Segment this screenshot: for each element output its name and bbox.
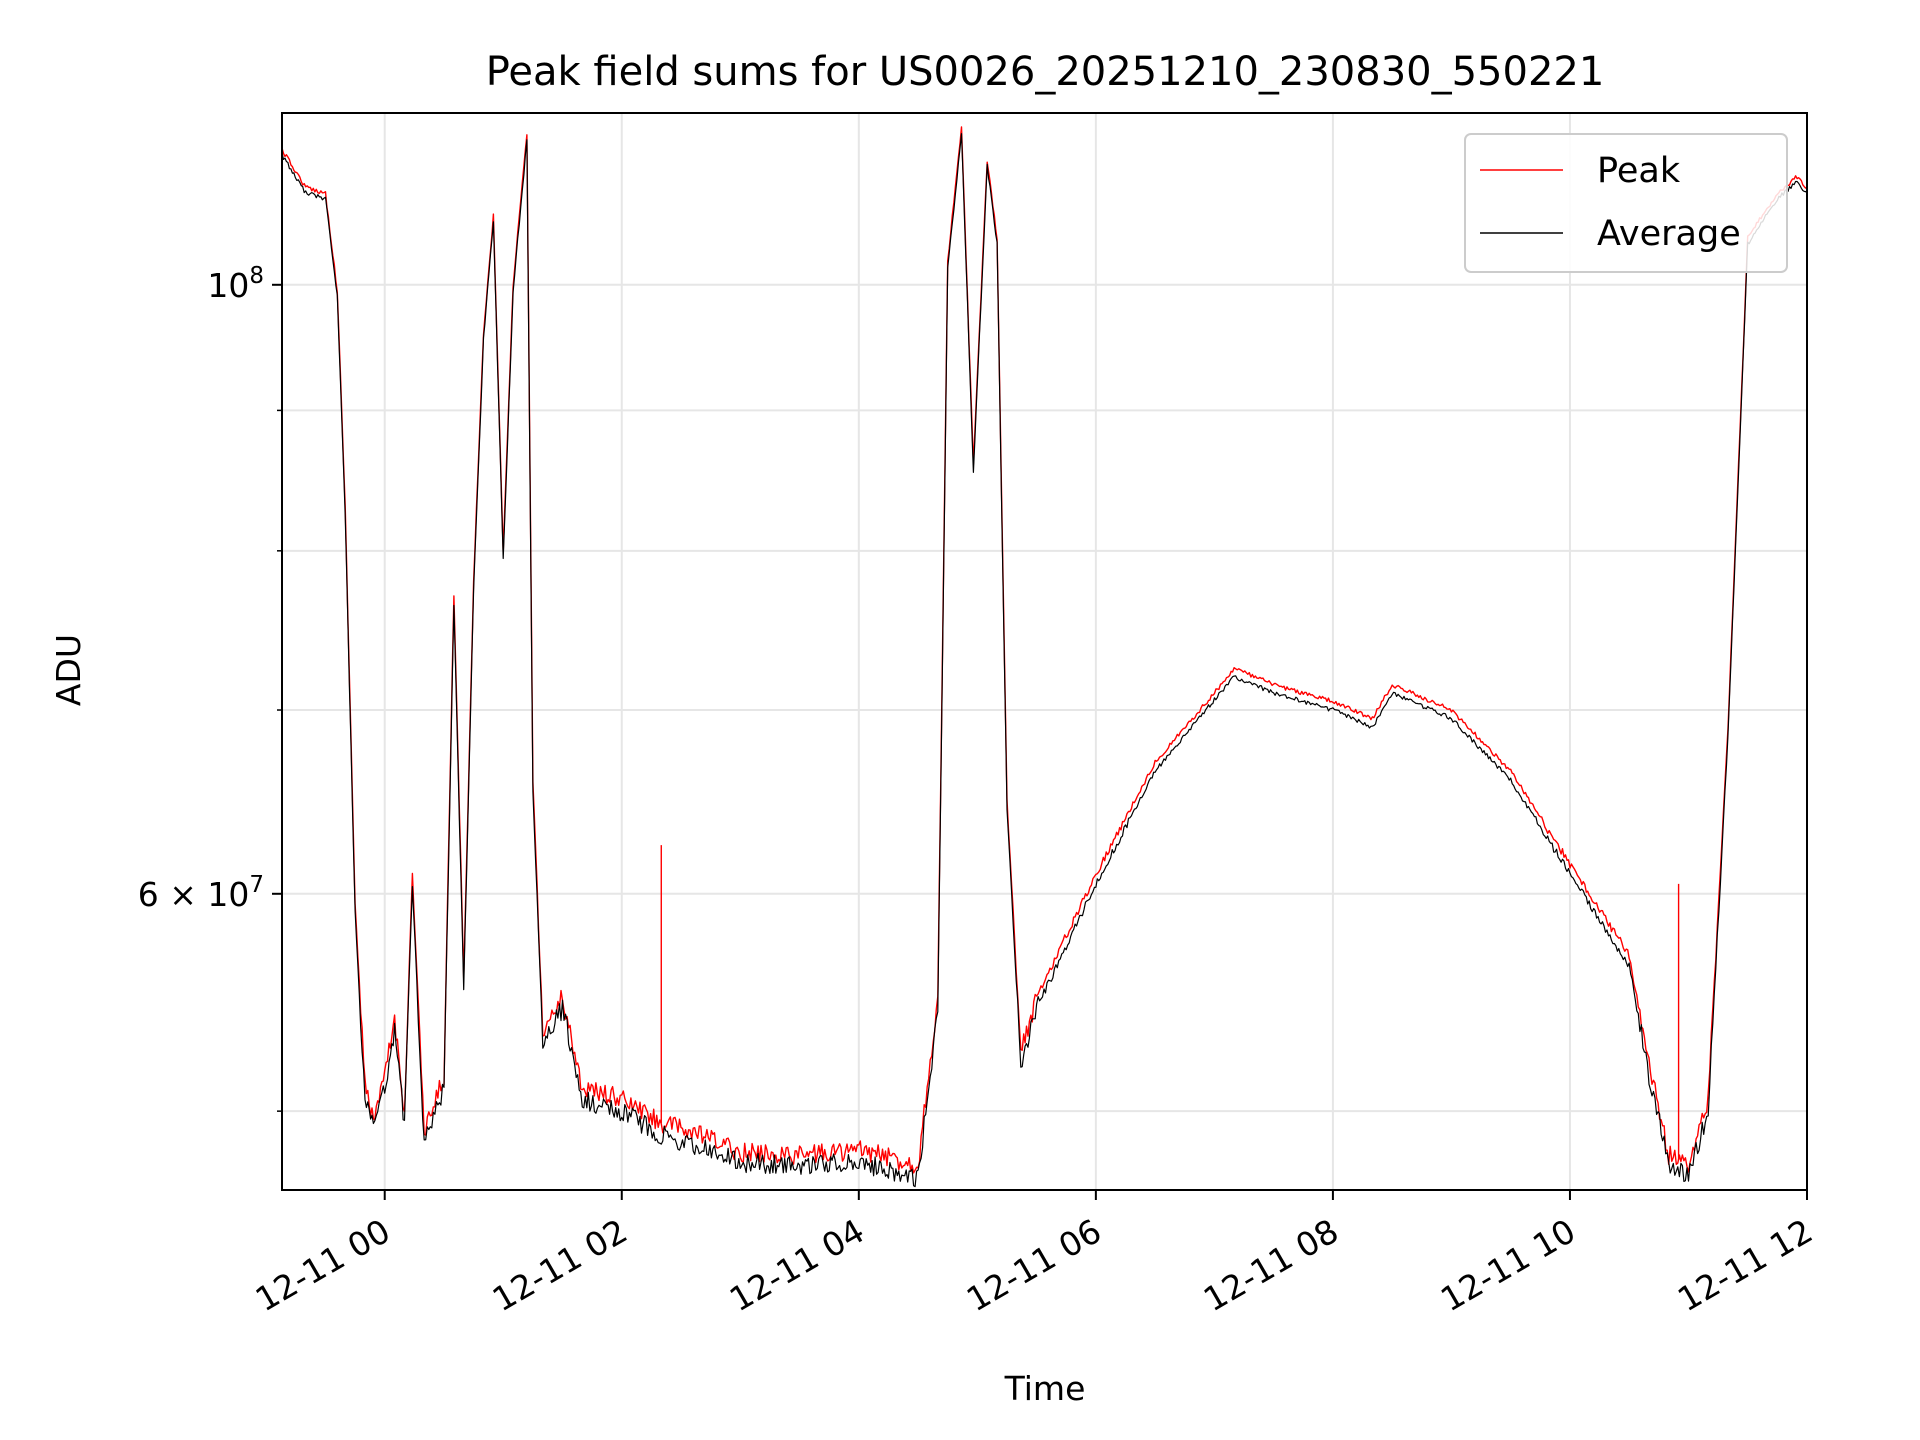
grid	[282, 113, 1808, 1190]
legend-label-average: Average	[1597, 214, 1741, 254]
series-line-average	[281, 133, 1808, 1188]
legend: Peak Average	[1464, 133, 1788, 273]
legend-label-peak: Peak	[1597, 151, 1681, 191]
chart-title: Peak field sums for US0026_20251210_2308…	[486, 49, 1605, 95]
series-layer	[281, 126, 1808, 1188]
y-axis: 108 6 × 107	[138, 263, 282, 1112]
x-axis-label: Time	[1004, 1369, 1086, 1408]
plot-frame	[281, 112, 1808, 1191]
y-tick-label: 6 × 107	[138, 872, 264, 914]
y-axis-label: ADU	[49, 634, 88, 706]
y-tick-label: 108	[207, 263, 264, 305]
legend-box	[1464, 133, 1788, 273]
